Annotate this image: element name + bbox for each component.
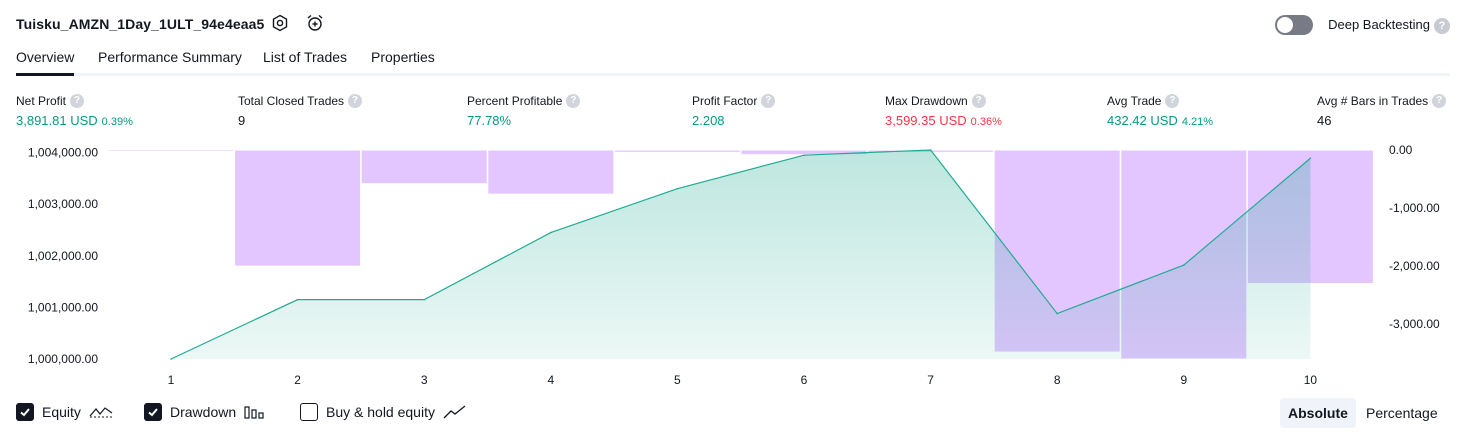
equity-point (550, 231, 552, 234)
metric-label: Avg # Bars in Trades (1317, 94, 1429, 108)
metric-net-profit: Net Profit? 3,891.81 USD 0.39% (16, 94, 133, 128)
drawdown-checkbox[interactable] (144, 403, 162, 421)
equity-point (170, 358, 172, 360)
right-axis-tick-label: -2,000.00 (1389, 259, 1440, 273)
metric-value: 432.42 USD (1107, 113, 1178, 128)
equity-point (1309, 157, 1312, 160)
metric-value: 3,891.81 USD (16, 113, 98, 128)
equity-point (423, 298, 426, 301)
metric-value: 3,599.35 USD (885, 113, 967, 128)
x-axis-tick-label: 5 (674, 373, 681, 387)
left-axis-tick-label: 1,004,000.00 (28, 146, 98, 160)
left-axis-tick-label: 1,001,000.00 (28, 300, 98, 314)
tab-list-of-trades[interactable]: List of Trades (263, 49, 348, 65)
metric-label: Total Closed Trades (238, 94, 345, 108)
tab-performance-summary[interactable]: Performance Summary (98, 49, 242, 65)
x-axis-tick-label: 9 (1180, 373, 1187, 387)
metric-profit-factor: Profit Factor? 2.208 (692, 94, 776, 128)
info-icon[interactable]: ? (348, 94, 363, 108)
percentage-mode-button[interactable]: Percentage (1366, 405, 1438, 421)
drawdown-bar (107, 149, 235, 152)
x-axis-tick-label: 10 (1304, 373, 1318, 387)
left-axis-tick-label: 1,002,000.00 (28, 249, 98, 263)
help-icon[interactable]: ? (1434, 18, 1450, 34)
drawdown-bars-icon (244, 404, 266, 420)
legend-label: Buy & hold equity (326, 404, 435, 420)
equity-point (929, 149, 932, 151)
equity-point (1183, 264, 1185, 266)
legend-buy-hold-equity[interactable]: Buy & hold equity (300, 403, 467, 421)
info-icon[interactable]: ? (70, 94, 85, 108)
metric-total-closed-trades: Total Closed Trades? 9 (238, 94, 363, 128)
buy-hold-checkbox[interactable] (300, 403, 318, 421)
legend-drawdown[interactable]: Drawdown (144, 403, 266, 421)
drawdown-bar (360, 149, 488, 185)
absolute-mode-button[interactable]: Absolute (1280, 398, 1356, 428)
right-axis-tick-label: -1,000.00 (1389, 201, 1440, 215)
metric-label: Max Drawdown (885, 94, 968, 108)
report-header: Tuisku_AMZN_1Day_1ULT_94e4eaa5 Deep Back… (16, 10, 1450, 38)
metric-label: Avg Trade (1107, 94, 1162, 108)
x-axis-tick-label: 8 (1054, 373, 1061, 387)
equity-drawdown-chart: 1,000,000.00 1,001,000.00 1,002,000.00 1,00… (28, 143, 1440, 387)
x-axis-tick-label: 4 (547, 373, 554, 387)
metric-percent: 0.39% (101, 116, 133, 128)
x-axis-tick-label: 2 (294, 373, 301, 387)
equity-area (171, 150, 1311, 359)
equity-checkbox[interactable] (16, 403, 34, 421)
equity-point (803, 154, 805, 156)
drawdown-bar (613, 149, 741, 153)
right-axis-tick-label: 0.00 (1389, 143, 1413, 157)
info-icon[interactable]: ? (761, 94, 776, 108)
metric-label: Profit Factor (692, 94, 758, 108)
tab-properties[interactable]: Properties (371, 49, 435, 65)
info-icon[interactable]: ? (1432, 94, 1447, 108)
info-icon[interactable]: ? (971, 94, 986, 108)
deep-backtesting-toggle[interactable] (1275, 15, 1313, 35)
legend-label: Equity (42, 404, 81, 420)
equity-line (170, 149, 1311, 360)
metric-value: 77.78% (467, 113, 512, 128)
gear-icon[interactable] (270, 13, 290, 33)
metric-percent: 4.21% (1181, 116, 1214, 128)
alarm-clock-plus-icon[interactable] (305, 13, 325, 33)
left-axis-tick-label: 1,003,000.00 (28, 197, 98, 211)
metric-percent: 0.36% (970, 116, 1002, 128)
equity-line-icon (89, 404, 113, 420)
metric-value: 9 (238, 113, 246, 128)
info-icon[interactable]: ? (1165, 94, 1180, 108)
x-axis-tick-label: 6 (801, 373, 808, 387)
equity-point (676, 187, 679, 190)
drawdown-bar (234, 149, 362, 267)
right-axis-tick-label: -3,000.00 (1389, 317, 1440, 331)
metric-avg-bars-in-trades: Avg # Bars in Trades? 46 (1317, 94, 1447, 128)
report-tabs: Overview Performance Summary List of Tra… (16, 46, 1450, 76)
legend-equity[interactable]: Equity (16, 403, 113, 421)
equity-point (296, 298, 299, 301)
legend-label: Drawdown (170, 404, 237, 420)
metric-value: 2.208 (692, 113, 725, 128)
metric-label: Net Profit (16, 94, 67, 108)
left-axis-tick-label: 1,000,000.00 (28, 352, 98, 366)
metric-avg-trade: Avg Trade? 432.42 USD 4.21% (1107, 94, 1213, 128)
chart-legend: Equity Drawdown Buy & hold equity (16, 403, 1450, 425)
drawdown-bar (487, 149, 615, 195)
x-axis-tick-label: 3 (421, 373, 428, 387)
x-axis-tick-label: 7 (927, 373, 934, 387)
metric-percent-profitable: Percent Profitable? 77.78% (467, 94, 581, 128)
deep-backtesting-label: Deep Backtesting (1328, 17, 1430, 32)
info-icon[interactable]: ? (566, 94, 581, 108)
strategy-name: Tuisku_AMZN_1Day_1ULT_94e4eaa5 (16, 16, 265, 32)
buy-hold-line-icon (443, 404, 467, 420)
toggle-knob (1277, 17, 1293, 33)
metric-max-drawdown: Max Drawdown? 3,599.35 USD 0.36% (885, 94, 1002, 128)
equity-point (1056, 312, 1058, 315)
x-axis-tick-label: 1 (168, 373, 175, 387)
metric-value: 46 (1317, 113, 1332, 128)
tab-overview[interactable]: Overview (16, 49, 75, 76)
metric-label: Percent Profitable (467, 94, 563, 108)
